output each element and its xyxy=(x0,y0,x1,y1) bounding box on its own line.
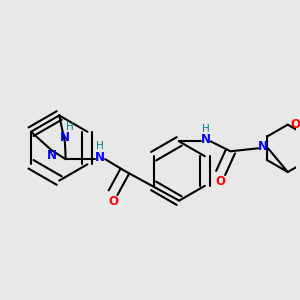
Text: H: H xyxy=(66,122,74,132)
Text: N: N xyxy=(258,140,268,153)
Text: N: N xyxy=(201,133,211,146)
Text: H: H xyxy=(96,141,104,152)
Text: N: N xyxy=(46,149,57,162)
Text: O: O xyxy=(291,118,300,131)
Text: O: O xyxy=(216,176,226,188)
Text: N: N xyxy=(95,151,105,164)
Text: O: O xyxy=(108,195,118,208)
Text: N: N xyxy=(60,131,70,144)
Text: H: H xyxy=(202,124,210,134)
